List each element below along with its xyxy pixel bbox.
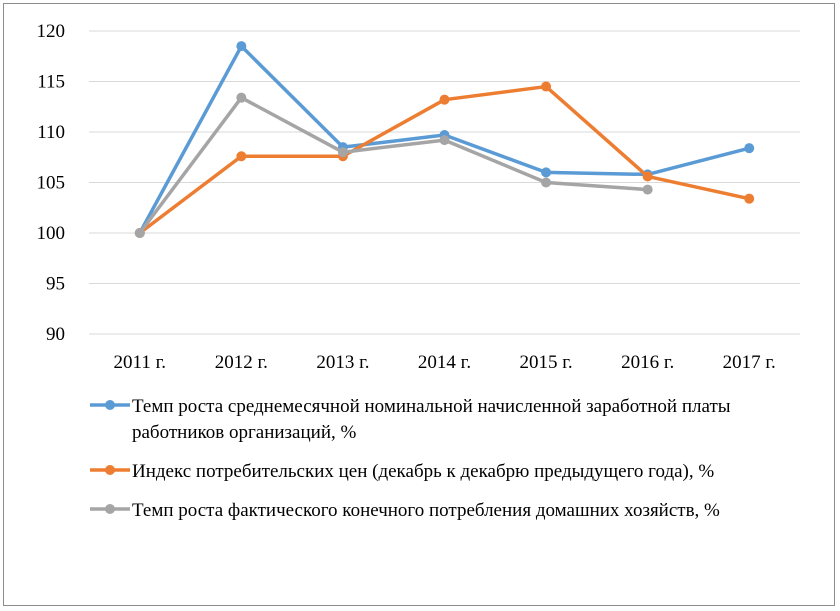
y-tick-label-90: 90 (46, 324, 65, 345)
data-point-s1-3 (439, 94, 450, 105)
data-point-s0-4 (541, 167, 552, 178)
series-line-2 (138, 95, 650, 235)
data-point-s2-3 (439, 135, 450, 146)
data-point-s2-0 (134, 228, 145, 238)
x-tick-label-4: 2015 г. (519, 352, 572, 373)
y-tick-label-95: 95 (46, 274, 65, 295)
y-tick-label-105: 105 (37, 173, 66, 194)
data-point-s2-4 (541, 177, 552, 188)
x-tick-label-3: 2014 г. (418, 352, 471, 373)
y-tick-label-110: 110 (37, 122, 65, 143)
legend-label-cpi: Индекс потребительских цен (декабрь к де… (132, 461, 715, 482)
chart-frame: 90 95 100 105 110 115 120 2011 г. 2012 г. 2013 г… (3, 3, 835, 606)
legend-item-cpi: Индекс потребительских цен (декабрь к де… (90, 459, 810, 485)
line-chart: 90 95 100 105 110 115 120 2011 г. 2012 г. 2013 г… (37, 21, 800, 373)
data-point-s1-1 (236, 151, 247, 162)
legend-label-wages: Темп роста среднемесячной номинальной на… (132, 396, 731, 443)
data-point-s1-4 (541, 81, 552, 92)
x-axis-tick-labels: 2011 г. 2012 г. 2013 г. 2014 г. 2015 г. 2016 … (114, 352, 776, 373)
x-tick-label-0: 2011 г. (114, 352, 166, 373)
legend-marker-cpi (90, 465, 130, 475)
series-lines (134, 41, 755, 238)
y-tick-label-120: 120 (37, 21, 66, 42)
x-tick-label-1: 2012 г. (215, 352, 268, 373)
legend-item-consumption: Темп роста фактического конечного потреб… (90, 498, 810, 524)
data-point-s1-6 (744, 193, 755, 204)
legend-item-wages: Темп роста среднемесячной номинальной на… (90, 394, 810, 446)
legend-label-consumption: Темп роста фактического конечного потреб… (132, 500, 720, 521)
series-2 (134, 92, 653, 238)
gridlines (89, 30, 800, 335)
legend-marker-consumption (90, 504, 130, 514)
y-axis-tick-labels: 90 95 100 105 110 115 120 (37, 21, 66, 345)
data-point-s2-5 (642, 184, 653, 195)
legend: Темп роста среднемесячной номинальной на… (90, 394, 810, 537)
data-point-s1-5 (642, 171, 653, 182)
data-point-s2-2 (337, 147, 348, 158)
data-point-s0-1 (236, 41, 247, 52)
y-tick-label-100: 100 (37, 223, 66, 244)
x-tick-label-6: 2017 г. (723, 352, 776, 373)
legend-marker-wages (90, 400, 130, 410)
data-point-s2-1 (236, 92, 247, 103)
x-tick-label-2: 2013 г. (316, 352, 369, 373)
series-1 (134, 81, 755, 238)
y-tick-label-115: 115 (37, 72, 65, 93)
data-point-s0-6 (744, 143, 755, 154)
x-tick-label-5: 2016 г. (621, 352, 674, 373)
